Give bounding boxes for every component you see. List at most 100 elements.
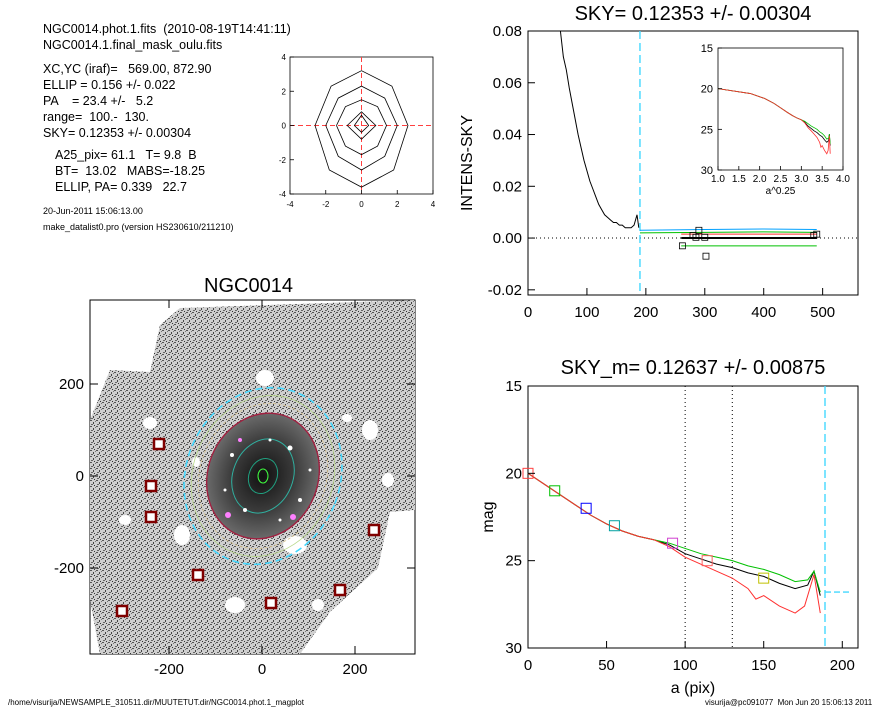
magnitude-series-line xyxy=(527,472,821,614)
contour-line xyxy=(354,114,370,133)
magnitude-xtick-label: 50 xyxy=(598,657,615,674)
inset-ytick-label: 20 xyxy=(701,84,713,96)
inset-xtick-label: 2.0 xyxy=(753,174,767,185)
magnitude-ytick-label: 15 xyxy=(505,378,522,395)
magnitude-marker xyxy=(667,537,679,549)
intensity-marker xyxy=(701,233,709,241)
contour-xtick-label: 4 xyxy=(431,200,436,209)
inset-xtick-label: 1.5 xyxy=(732,174,746,185)
star-markers xyxy=(115,437,381,618)
intensity-ytick-label: -0.02 xyxy=(488,282,522,299)
xc-line: XC,YC (iraf)= 569.00, 872.90 xyxy=(43,62,212,76)
inset-series-line xyxy=(717,88,831,155)
contour-xtick-label: -2 xyxy=(322,200,330,209)
image-ytick-label: 0 xyxy=(76,468,84,485)
contour-line xyxy=(336,99,387,156)
ellip-line: ELLIP = 0.156 +/- 0.022 xyxy=(43,78,176,92)
inset-ytick-label: 30 xyxy=(701,165,713,177)
intensity-xtick-label: 200 xyxy=(633,304,658,321)
footer-user-time: visurija@pc091077 Mon Jun 20 15:06:13 20… xyxy=(705,698,873,707)
intensity-ytick-label: 0.08 xyxy=(493,23,522,40)
magnitude-xlabel: a (pix) xyxy=(671,680,715,697)
magnitude-title: SKY_m= 0.12637 +/- 0.00875 xyxy=(561,357,826,379)
contour-plot: -4 -2 0 2 4 4 2 0 -2 -4 xyxy=(279,53,436,209)
inset-xtick-label: 4.0 xyxy=(836,174,850,185)
inset-xtick-label: 3.0 xyxy=(794,174,808,185)
intensity-series-line xyxy=(559,30,640,229)
footer-path: /home/visurija/NEWSAMPLE_310511.dir/MUUT… xyxy=(8,698,304,707)
intensity-series-line xyxy=(639,231,817,234)
date-line: 20-Jun-2011 15:06:13.00 xyxy=(43,206,143,216)
inset-xtick-label: 2.5 xyxy=(774,174,788,185)
inset-xtick-label: 3.5 xyxy=(815,174,829,185)
contour-xtick-label: -4 xyxy=(286,200,294,209)
intensity-xtick-label: 300 xyxy=(692,304,717,321)
galaxy-image-panel: -200 0 200 200 0 -200 xyxy=(54,299,416,678)
intensity-ylabel: INTENS-SKY xyxy=(459,115,476,211)
intensity-frame xyxy=(527,30,859,296)
contour-line xyxy=(325,85,398,171)
intensity-series-line xyxy=(639,228,817,231)
intensity-marker xyxy=(692,233,700,241)
image-xtick-label: 0 xyxy=(258,661,266,678)
inset-xlabel: a^0.25 xyxy=(766,186,796,197)
galaxy-body xyxy=(205,412,321,540)
magnitude-marker xyxy=(608,520,620,532)
contour-xtick-label: 2 xyxy=(395,200,400,209)
magnitude-xtick-label: 100 xyxy=(673,657,698,674)
magnitude-ytick-label: 30 xyxy=(505,640,522,657)
inset-ytick-label: 25 xyxy=(701,124,713,136)
intensity-ytick-label: 0.00 xyxy=(493,230,522,247)
intensity-xtick-label: 100 xyxy=(574,304,599,321)
contour-line xyxy=(314,70,409,188)
intensity-title: SKY= 0.12353 +/- 0.00304 xyxy=(575,3,812,25)
magnitude-ytick-label: 20 xyxy=(505,465,522,482)
intensity-xtick-label: 500 xyxy=(810,304,835,321)
mask-line: NGC0014.1.final_mask_oulu.fits xyxy=(43,38,223,52)
magnitude-ytick-label: 25 xyxy=(505,553,522,570)
intensity-ytick-label: 0.04 xyxy=(493,127,522,144)
contour-xtick-label: 0 xyxy=(359,200,364,209)
intensity-marker xyxy=(813,230,821,238)
pa-line: PA = 23.4 +/- 5.2 xyxy=(43,94,154,108)
inset-xtick-label: 1.0 xyxy=(711,174,725,185)
intensity-plot: SKY= 0.12353 +/- 0.00304 INTENS-SKY 0 100 20… xyxy=(459,3,859,321)
galaxy-magenta-spots xyxy=(225,438,296,520)
contour-ytick-label: -2 xyxy=(279,156,287,165)
intensity-marker xyxy=(702,252,710,260)
sky-ellipse xyxy=(183,386,343,566)
ellip-pa-line: ELLIP, PA= 0.339 22.7 xyxy=(55,180,187,194)
inset-frame xyxy=(717,47,844,171)
contour-line xyxy=(346,111,377,140)
magnitude-series-line xyxy=(527,472,821,593)
intensity-marker xyxy=(678,242,686,250)
bt-line: BT= 13.02 MABS=-18.25 xyxy=(55,164,206,178)
inset-ytick-label: 15 xyxy=(701,43,713,55)
intensity-ytick-label: 0.06 xyxy=(493,75,522,92)
contour-ytick-label: -4 xyxy=(279,190,287,199)
image-ytick-label: -200 xyxy=(54,560,84,577)
program-line: make_datalist0.pro (version HS230610/211… xyxy=(43,222,234,232)
range-line: range= 100.- 130. xyxy=(43,110,149,124)
magnitude-marker xyxy=(701,555,713,567)
intensity-ytick-label: 0.02 xyxy=(493,178,522,195)
image-title: NGC0014 xyxy=(204,275,293,297)
file-line: NGC0014.phot.1.fits (2010-08-19T14:41:11… xyxy=(43,22,291,36)
magnitude-xtick-label: 200 xyxy=(830,657,855,674)
magnitude-frame xyxy=(527,385,859,649)
magnitude-marker xyxy=(549,485,561,497)
mask-holes xyxy=(119,370,394,613)
contour-ytick-label: 2 xyxy=(282,87,287,96)
magnitude-xtick-label: 150 xyxy=(751,657,776,674)
intensity-xtick-label: 0 xyxy=(524,304,532,321)
intensity-marker xyxy=(695,226,703,234)
contour-ytick-label: 0 xyxy=(282,122,287,131)
sky-line: SKY= 0.12353 +/- 0.00304 xyxy=(43,126,192,140)
magnitude-plot: SKY_m= 0.12637 +/- 0.00875 a (pix) mag 0 50 1… xyxy=(480,357,859,697)
magnitude-marker xyxy=(580,502,592,514)
contour-ytick-label: 4 xyxy=(282,53,287,62)
image-xtick-label: 200 xyxy=(342,661,367,678)
magnitude-ylabel: mag xyxy=(480,501,497,532)
image-ytick-label: 200 xyxy=(59,376,84,393)
